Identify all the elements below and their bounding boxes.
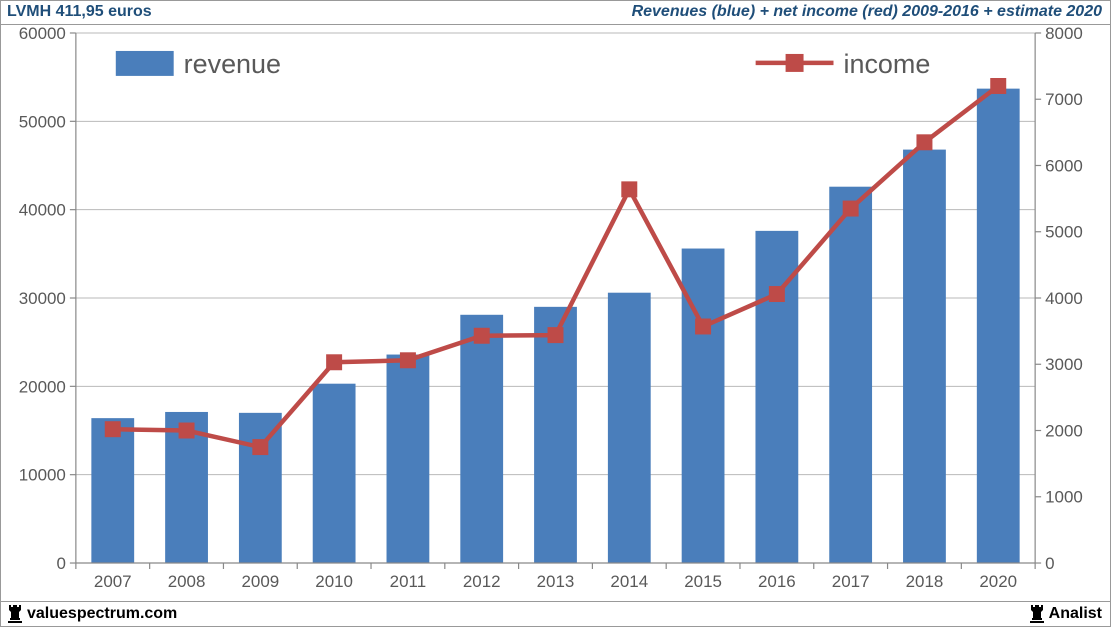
- chart-header: LVMH 411,95 euros Revenues (blue) + net …: [1, 1, 1110, 25]
- x-label: 2018: [906, 572, 944, 591]
- x-label: 2017: [832, 572, 870, 591]
- bar: [977, 88, 1020, 562]
- income-marker: [252, 439, 268, 455]
- y-right-label: 5000: [1045, 222, 1083, 241]
- y-left-label: 60000: [19, 25, 66, 43]
- x-label: 2014: [610, 572, 648, 591]
- x-label: 2009: [241, 572, 279, 591]
- y-right-label: 6000: [1045, 156, 1083, 175]
- rook-icon: [7, 605, 23, 623]
- rook-icon: [1029, 605, 1045, 623]
- bar: [608, 292, 651, 562]
- income-marker: [843, 200, 859, 216]
- y-right-label: 3000: [1045, 355, 1083, 374]
- y-left-label: 50000: [19, 112, 66, 131]
- header-title-right: Revenues (blue) + net income (red) 2009-…: [632, 3, 1102, 21]
- plot-area: 0 10000 20000 30000 40000 50000 60000 0 1000 2000…: [1, 25, 1110, 601]
- income-marker: [326, 354, 342, 370]
- chart-footer: valuespectrum.com Analist: [1, 601, 1110, 627]
- legend-label-income: income: [843, 48, 930, 78]
- footer-left-text: valuespectrum.com: [27, 605, 177, 623]
- legend-label-revenue: revenue: [184, 48, 281, 78]
- chart-container: LVMH 411,95 euros Revenues (blue) + net …: [0, 0, 1111, 627]
- income-marker: [105, 421, 121, 437]
- x-label: 2007: [94, 572, 132, 591]
- bar: [313, 383, 356, 562]
- y-left-label: 30000: [19, 289, 66, 308]
- bar: [755, 230, 798, 562]
- y-right-label: 7000: [1045, 90, 1083, 109]
- income-marker: [400, 352, 416, 368]
- income-marker: [990, 78, 1006, 94]
- x-label: 2015: [684, 572, 722, 591]
- bar: [534, 306, 577, 562]
- header-title-left: LVMH 411,95 euros: [7, 3, 152, 21]
- income-marker: [179, 422, 195, 438]
- y-right-label: 4000: [1045, 289, 1083, 308]
- x-label: 2013: [537, 572, 575, 591]
- y-left-label: 40000: [19, 200, 66, 219]
- bar: [91, 418, 134, 563]
- footer-right: Analist: [1029, 605, 1102, 623]
- y-right-label: 8000: [1045, 25, 1083, 43]
- income-marker: [769, 286, 785, 302]
- legend-marker-income: [786, 53, 804, 71]
- bar: [460, 314, 503, 562]
- bar: [829, 186, 872, 562]
- bar: [903, 149, 946, 562]
- income-marker: [621, 181, 637, 197]
- plot-svg: 0 10000 20000 30000 40000 50000 60000 0 1000 2000…: [1, 25, 1110, 601]
- bar: [387, 354, 430, 562]
- y-left-label: 0: [56, 554, 65, 573]
- y-right-label: 0: [1045, 554, 1054, 573]
- income-marker: [548, 327, 564, 343]
- y-left-label: 10000: [19, 465, 66, 484]
- footer-right-text: Analist: [1049, 605, 1102, 623]
- legend-swatch-revenue: [116, 50, 174, 75]
- y-right-label: 1000: [1045, 487, 1083, 506]
- x-label: 2010: [315, 572, 353, 591]
- y-right-label: 2000: [1045, 421, 1083, 440]
- x-label: 2012: [463, 572, 501, 591]
- x-label: 2011: [390, 572, 426, 591]
- x-label: 2016: [758, 572, 796, 591]
- income-marker: [695, 318, 711, 334]
- income-marker: [916, 134, 932, 150]
- x-label: 2020: [979, 572, 1017, 591]
- x-label: 2008: [168, 572, 206, 591]
- bar: [239, 412, 282, 562]
- income-marker: [474, 327, 490, 343]
- y-left-label: 20000: [19, 377, 66, 396]
- footer-left: valuespectrum.com: [7, 605, 177, 623]
